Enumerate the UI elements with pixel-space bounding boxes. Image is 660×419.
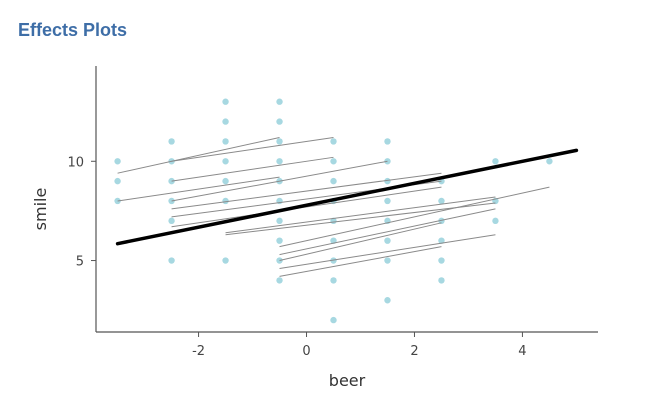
data-point-47	[438, 237, 445, 244]
x-tick-label-4: 4	[518, 344, 526, 359]
data-point-38	[384, 177, 391, 185]
group-line-11	[279, 186, 550, 248]
data-point-45	[438, 197, 445, 205]
group-lines	[117, 136, 550, 277]
data-point-26	[276, 277, 283, 284]
group-line-5	[171, 160, 388, 202]
x-tick-label-2: 0	[302, 344, 310, 359]
group-line-14	[279, 234, 496, 269]
data-point-34	[330, 277, 337, 284]
data-point-8	[168, 217, 175, 225]
y-tick-label-1: 5	[76, 255, 84, 270]
data-point-29	[330, 177, 337, 185]
data-point-50	[492, 158, 499, 165]
data-point-11	[222, 118, 229, 125]
group-line-1	[117, 136, 280, 174]
group-line-4	[117, 176, 280, 202]
y-axis-ticks: 5 10	[67, 155, 96, 270]
group-line-6	[171, 172, 442, 210]
group-line-13	[279, 222, 442, 262]
data-point-43	[384, 297, 391, 304]
data-point-18	[276, 118, 283, 125]
section-title: Effects Plots	[18, 20, 128, 40]
data-point-39	[384, 197, 391, 205]
axes	[95, 66, 598, 333]
data-point-53	[546, 158, 553, 165]
group-line-3	[171, 156, 334, 182]
y-axis-label: smile	[31, 188, 50, 231]
overall-effect-line	[115, 148, 579, 246]
y-tick-label-2: 10	[67, 155, 84, 170]
data-point-28	[330, 158, 337, 165]
data-point-10	[222, 98, 229, 105]
data-point-4	[168, 138, 175, 145]
group-line-15	[279, 246, 442, 277]
overall-effect-line-path	[115, 148, 579, 246]
data-point-49	[438, 277, 445, 284]
data-point-23	[276, 217, 283, 225]
data-point-42	[384, 257, 391, 264]
data-point-1	[114, 158, 121, 165]
data-point-48	[438, 257, 445, 264]
x-tick-label-3: 2	[410, 344, 418, 359]
data-point-32	[330, 237, 337, 244]
data-point-20	[276, 158, 283, 165]
x-axis-ticks: -2 0 2 4	[192, 332, 527, 359]
group-line-10	[225, 202, 496, 236]
x-tick-label-1: -2	[192, 344, 205, 359]
group-line-12	[279, 208, 496, 256]
data-point-41	[384, 237, 391, 244]
data-point-16	[222, 257, 229, 264]
data-point-19	[276, 138, 283, 145]
data-point-27	[330, 138, 337, 145]
data-point-14	[222, 177, 229, 185]
data-point-9	[168, 257, 175, 264]
data-point-12	[222, 138, 229, 145]
data-point-36	[384, 138, 391, 145]
group-line-2	[171, 136, 334, 162]
data-point-13	[222, 158, 229, 165]
data-point-25	[276, 257, 283, 264]
data-point-15	[222, 197, 229, 205]
data-point-17	[276, 98, 283, 105]
data-point-52	[492, 217, 499, 225]
data-point-35	[330, 316, 337, 324]
data-point-2	[114, 177, 121, 185]
group-line-9	[225, 196, 496, 234]
data-point-24	[276, 237, 283, 244]
x-axis-label: beer	[329, 371, 366, 390]
